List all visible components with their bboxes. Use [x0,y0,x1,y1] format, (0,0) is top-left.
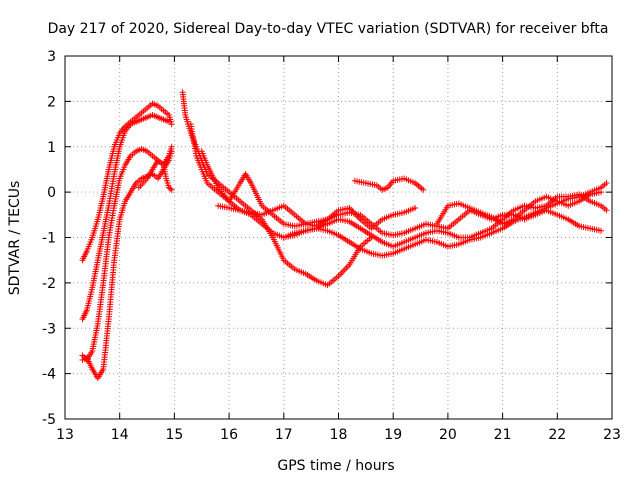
x-tick-label: 18 [330,427,348,443]
x-tick-label: 19 [384,427,402,443]
data-point [420,186,427,193]
x-tick-label: 15 [165,427,183,443]
y-tick-label: 1 [47,140,56,156]
series-track-k [351,175,427,193]
grid [65,56,612,419]
data-points [79,89,610,382]
x-tick-label: 23 [603,427,621,443]
x-tick-label: 16 [220,427,238,443]
y-tick-label: 3 [47,49,56,65]
series-track-a [79,100,175,264]
y-tick-label: -3 [42,321,56,337]
x-tick-label: 20 [439,427,457,443]
series-track-h [198,148,605,239]
data-point [603,207,610,214]
x-tick-label: 22 [548,427,566,443]
x-tick-label: 13 [56,427,74,443]
data-point [598,227,605,234]
series-track-i [215,202,419,232]
y-axis-label: SDTVAR / TECUs [7,181,23,296]
data-point [168,186,175,193]
series-track-d [79,148,175,382]
y-tick-label: 0 [47,185,56,201]
series-track-e [135,157,175,193]
y-tick-label: -2 [42,276,56,292]
series-track-f [179,89,375,289]
y-tick-label: 2 [47,94,56,110]
axis-ticks [64,55,613,420]
data-point [165,118,172,125]
y-tick-label: -5 [42,412,56,428]
series-track-b [79,111,172,323]
x-tick-label: 21 [494,427,512,443]
y-tick-label: -1 [42,231,56,247]
chart-title: Day 217 of 2020, Sidereal Day-to-day VTE… [48,21,609,37]
data-point [412,205,419,212]
y-tick-label: -4 [42,367,56,383]
data-point [598,189,605,196]
data-point [168,148,175,155]
data-point [603,180,610,187]
x-tick-label: 14 [111,427,129,443]
series-track-l [433,189,605,227]
x-tick-label: 17 [275,427,293,443]
x-axis-label: GPS time / hours [277,458,394,474]
data-point [167,185,174,192]
